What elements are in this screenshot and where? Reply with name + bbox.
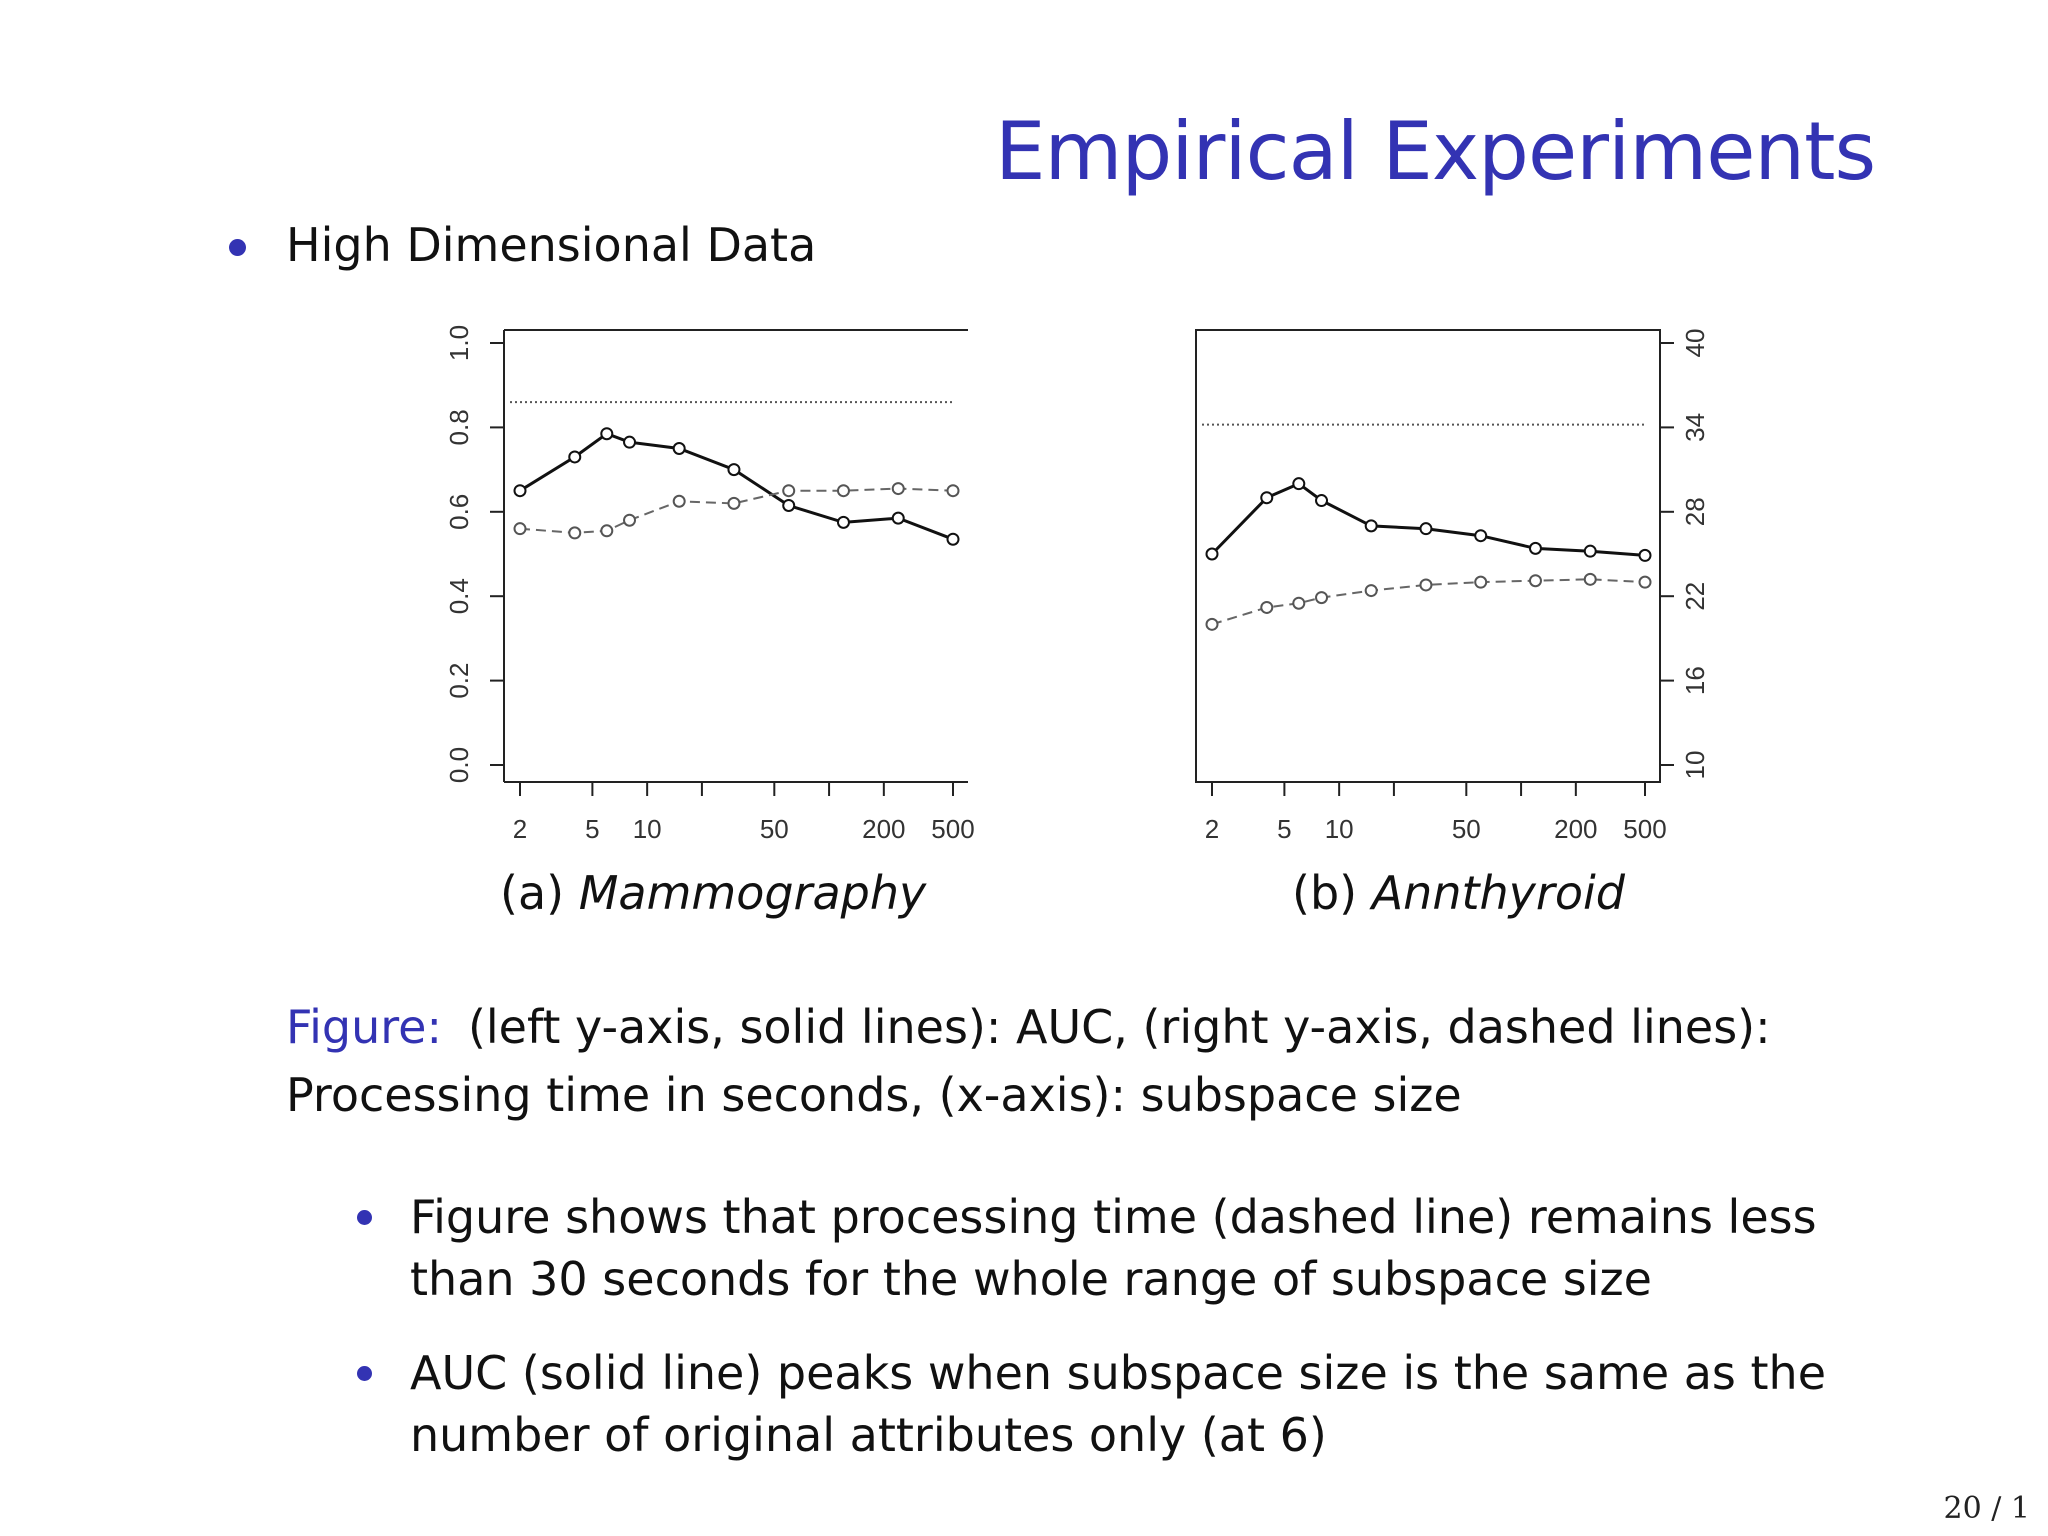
top-bullet-text: High Dimensional Data [286, 218, 817, 272]
chart-a-series-dashed-line [519, 487, 954, 534]
chart-a-y-tick-label: 1.0 [444, 325, 474, 361]
chart-b-frame [1195, 329, 1661, 783]
chart-b-series-solid-line [1210, 481, 1646, 557]
chart-b-x-tick-label: 5 [1277, 814, 1291, 844]
chart-a-series-solid-point [836, 515, 850, 529]
chart-a-series-solid-line [519, 432, 954, 541]
chart-b-x-tick-label: 500 [1623, 814, 1666, 844]
caption-b: (b) Annthyroid [1292, 866, 1625, 920]
chart-b-series-solid-point [1205, 547, 1219, 561]
chart-b-series-dashed-line [1211, 578, 1646, 626]
chart-b-series-dashed-point [1583, 572, 1597, 586]
chart-a-series-solid-point [568, 450, 582, 464]
figure-text: (left y-axis, solid lines): AUC, (right … [286, 1000, 1771, 1122]
chart-a-series-solid-point [672, 442, 686, 455]
chart-b-series-solid-point [1315, 494, 1329, 508]
chart-b-x-tick-label: 10 [1325, 814, 1354, 844]
chart-a-y-tick-label: 0.4 [444, 578, 474, 614]
chart-b-series-solid-point [1638, 548, 1652, 562]
chart-b-series-solid-point [1364, 519, 1378, 533]
caption-a-prefix: (a) [500, 866, 565, 920]
chart-a-y-tick-label: 0.6 [444, 494, 474, 530]
chart-a-series-dashed-point [836, 484, 850, 498]
chart-b-y-tick-label: 40 [1680, 329, 1710, 358]
chart-a-series-dashed-point [623, 513, 637, 527]
chart-b-series-dashed-point [1205, 617, 1219, 631]
chart-b-series-dashed-point [1528, 574, 1542, 588]
chart-a-series-dashed-point [568, 526, 582, 540]
chart-a-series-solid-point [623, 435, 637, 449]
caption-a: (a) Mammography [500, 866, 926, 920]
chart-b-series-solid-point [1583, 544, 1597, 558]
sub-bullet-1: Figure shows that processing time (dashe… [357, 1186, 1917, 1310]
sub-bullet-1-text: Figure shows that processing time (dashe… [410, 1190, 1817, 1306]
chart-a-y-tick-label: 0.0 [444, 747, 474, 783]
chart-a-series-dashed-point [513, 522, 527, 536]
chart-b-series-solid-point [1474, 529, 1488, 543]
chart-b-series-solid-point [1419, 522, 1433, 536]
chart-a-x-tick-label: 50 [760, 814, 789, 844]
bullet-dot [357, 1210, 372, 1225]
chart-b-series-solid-point [1528, 541, 1542, 555]
chart-b-y-tick-label: 22 [1680, 582, 1710, 611]
chart-a-x-tick-label: 10 [633, 814, 662, 844]
chart-b-series-dashed-point [1260, 600, 1274, 614]
chart-b-x-tick-label: 50 [1452, 814, 1481, 844]
caption-b-name: Annthyroid [1371, 866, 1625, 920]
chart-a-series-solid-point [782, 498, 796, 512]
caption-a-name: Mammography [578, 866, 927, 920]
chart-b-series-dashed-point [1315, 591, 1329, 605]
chart-a-series-dashed-point [946, 484, 960, 498]
chart-b-x-tick-label: 2 [1205, 814, 1219, 844]
chart-a-series-dashed-point [727, 496, 741, 510]
chart-a-series-solid-point [946, 532, 960, 546]
chart-b-series-dashed-point [1364, 584, 1378, 598]
chart-a-y-tick-label: 0.2 [444, 663, 474, 699]
chart-b-series-dashed-point [1474, 575, 1488, 589]
chart-b-series-dashed-point [1419, 578, 1433, 592]
slide-title: Empirical Experiments [995, 105, 1876, 198]
chart-a-x-tick-label: 5 [585, 814, 599, 844]
chart-b-x-tick-label: 200 [1554, 814, 1597, 844]
chart-b-series-dashed-point [1292, 596, 1306, 610]
bullet-dot [229, 239, 246, 256]
chart-b-y-tick-label: 34 [1680, 413, 1710, 442]
page-number: 20 / 1 [1943, 1491, 2030, 1526]
figure-label: Figure: [286, 1000, 442, 1054]
chart-a-series-dashed-point [891, 482, 905, 496]
chart-a-x-tick-label: 200 [862, 814, 905, 844]
chart-a-series-solid-point [600, 427, 614, 441]
chart-a-y-tick-label: 0.8 [444, 409, 474, 445]
chart-b-series-dashed-point [1638, 575, 1652, 589]
chart-b-y-tick-label: 10 [1680, 751, 1710, 780]
chart-a-series-solid-point [727, 463, 741, 477]
top-bullet: High Dimensional Data [229, 218, 816, 272]
chart-b-series-solid-point [1292, 477, 1306, 491]
chart-a-series-solid-point [891, 511, 905, 525]
chart-a-series-dashed-point [672, 494, 686, 508]
caption-b-prefix: (b) [1292, 866, 1358, 920]
chart-a-x-tick-label: 500 [931, 814, 974, 844]
chart-a-series-dashed-point [782, 484, 796, 498]
bullet-dot [357, 1366, 372, 1381]
chart-a-series-solid-point [513, 484, 527, 498]
chart-a-series-dashed-point [600, 524, 614, 538]
chart-a-x-tick-label: 2 [513, 814, 527, 844]
figure-description: Figure: (left y-axis, solid lines): AUC, … [286, 993, 1886, 1129]
chart-b-series-solid-point [1260, 491, 1274, 505]
chart-b-y-tick-label: 28 [1680, 497, 1710, 526]
chart-b-y-tick-label: 16 [1680, 666, 1710, 695]
sub-bullet-2-text: AUC (solid line) peaks when subspace siz… [410, 1346, 1827, 1462]
sub-bullet-2: AUC (solid line) peaks when subspace siz… [357, 1342, 1917, 1466]
